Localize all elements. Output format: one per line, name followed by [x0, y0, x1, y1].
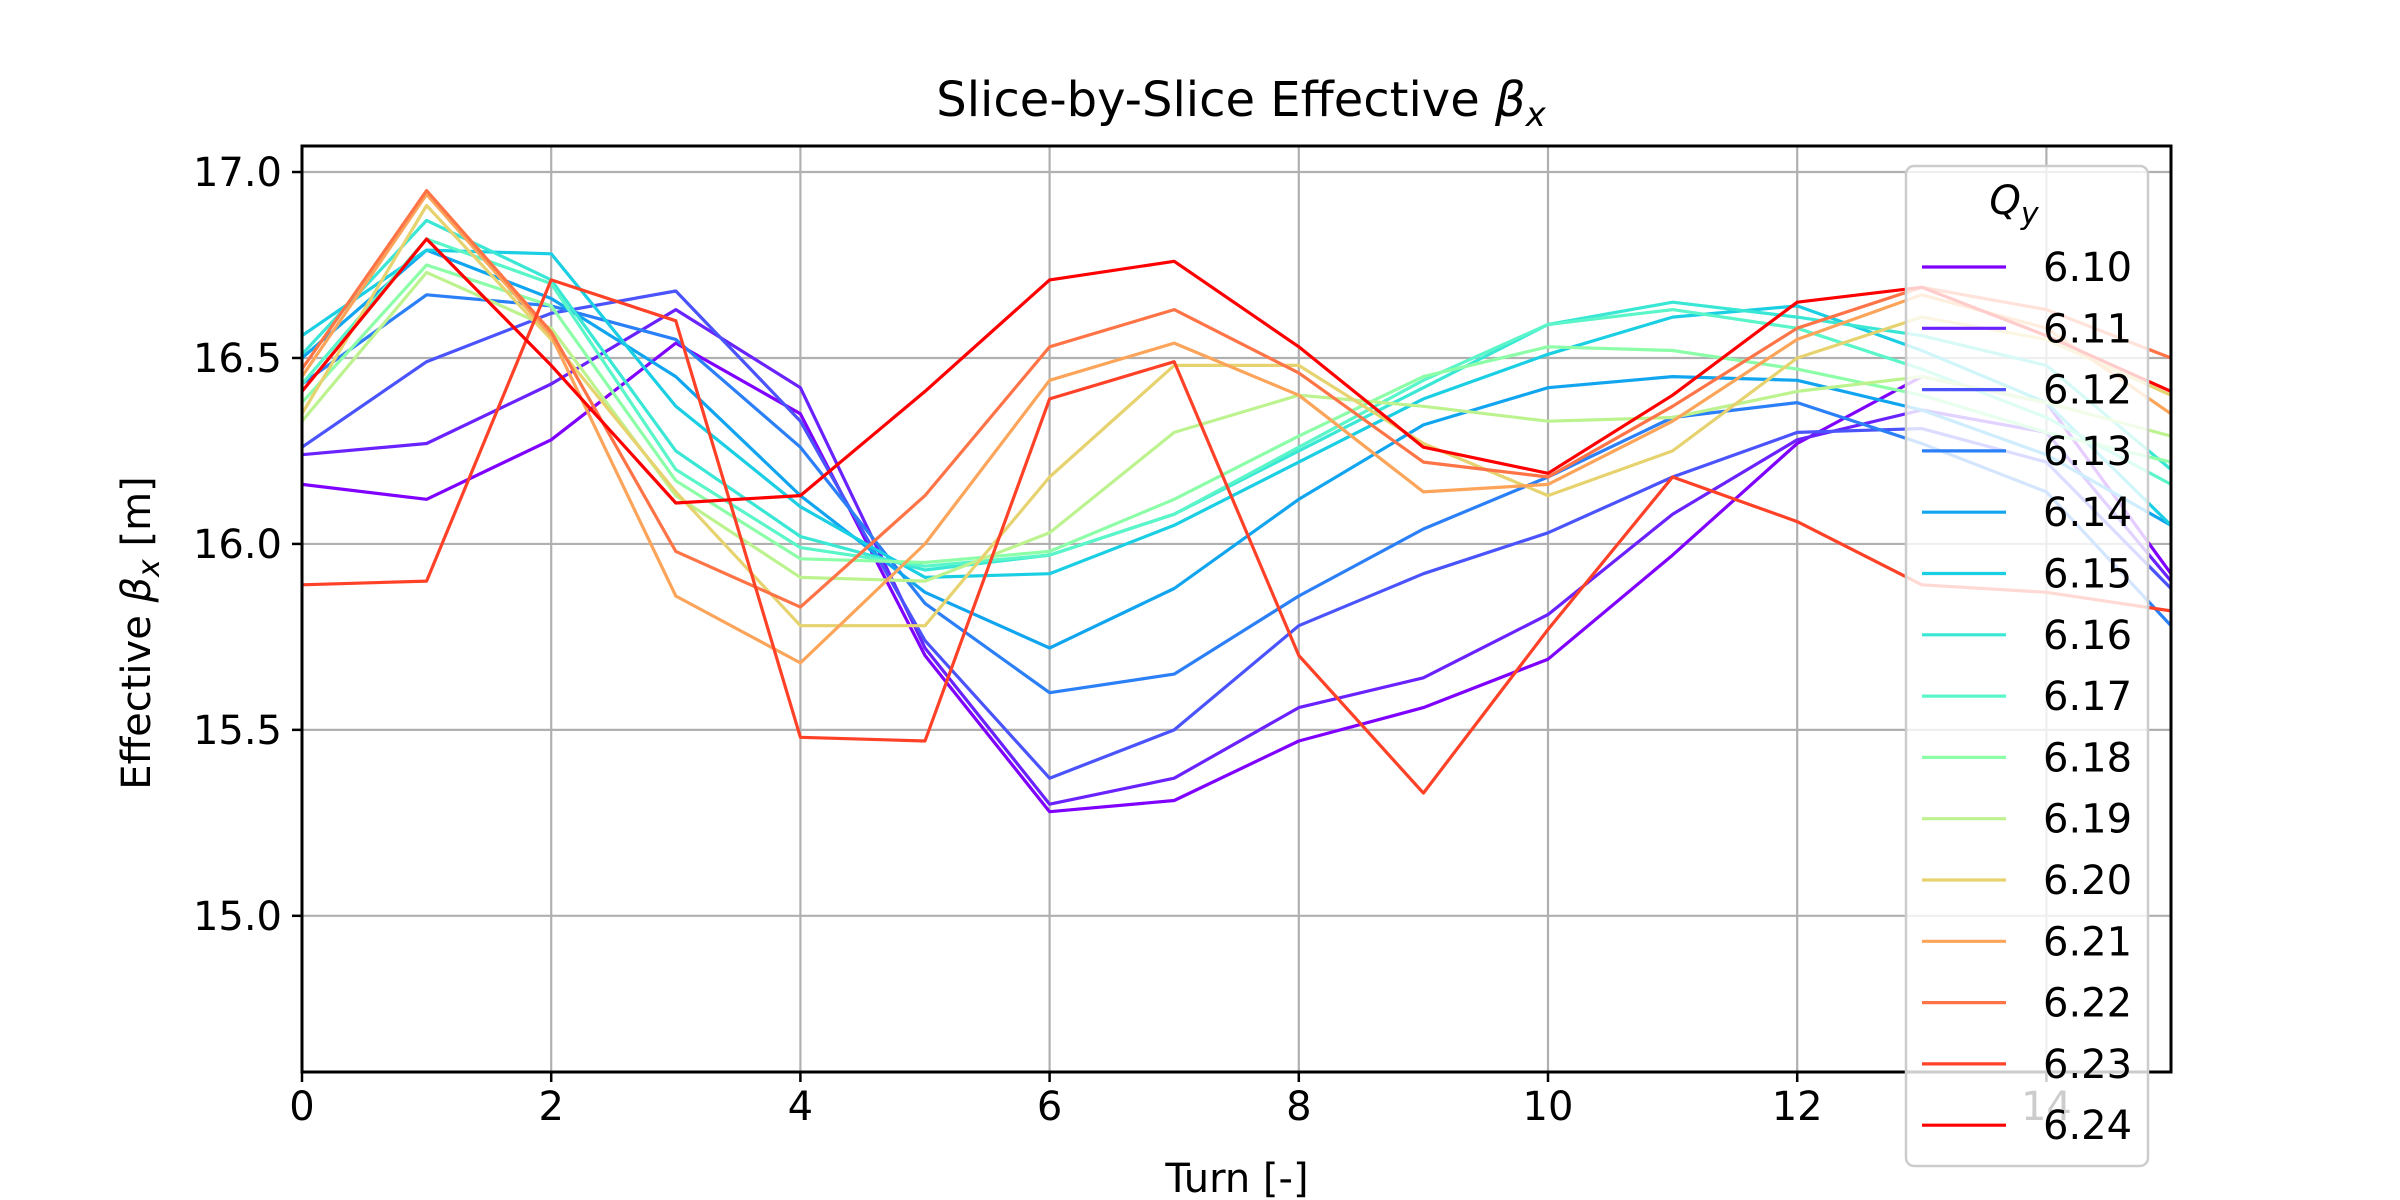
- legend-item: 6.13: [1922, 429, 2132, 475]
- x-axis-label: Turn [-]: [1164, 1156, 1308, 1200]
- series-line-6.12: [302, 289, 2171, 780]
- legend-item: 6.11: [1922, 306, 2132, 352]
- legend-item: 6.12: [1922, 368, 2132, 414]
- y-axis-label-suffix: [m]: [114, 476, 160, 559]
- y-axis-label-symbol: β: [114, 577, 160, 604]
- chart-title-subscript: x: [1525, 95, 1547, 135]
- legend-title: Qy: [1989, 178, 2039, 232]
- legend: Qy 6.106.116.126.136.146.156.166.176.186…: [1904, 164, 2150, 1168]
- legend-item: 6.10: [1922, 245, 2132, 291]
- legend-item: 6.23: [1922, 1042, 2132, 1088]
- legend-label: 6.23: [2043, 1042, 2132, 1088]
- chart-title: Slice-by-Slice Effective βx: [936, 72, 1546, 135]
- series-lines: [302, 189, 2171, 814]
- legend-item: 6.20: [1922, 858, 2132, 904]
- legend-item: 6.18: [1922, 735, 2132, 781]
- legend-item: 6.21: [1922, 919, 2132, 965]
- y-tick-label: 16.0: [193, 522, 282, 568]
- series-line-6.19: [302, 270, 2171, 583]
- y-tick-label: 15.0: [193, 894, 282, 940]
- series-line-6.20: [302, 203, 2171, 628]
- series-line-6.14: [302, 248, 2171, 650]
- series-line-6.18: [302, 263, 2171, 565]
- legend-label: 6.22: [2043, 981, 2132, 1027]
- legend-item: 6.17: [1922, 674, 2132, 720]
- legend-item: 6.19: [1922, 797, 2132, 843]
- legend-label: 6.13: [2043, 429, 2132, 475]
- x-tick-label: 6: [1037, 1084, 1062, 1130]
- y-tick-label: 16.5: [193, 336, 282, 382]
- plot-frame: [300, 144, 2173, 1074]
- x-tick-label: 0: [289, 1084, 314, 1130]
- legend-label: 6.10: [2043, 245, 2132, 291]
- legend-title-subscript: y: [2020, 197, 2040, 232]
- legend-item: 6.15: [1922, 552, 2132, 598]
- y-axis-label-subscript: x: [132, 559, 167, 578]
- legend-item: 6.14: [1922, 490, 2132, 536]
- series-line-6.17: [302, 237, 2171, 568]
- y-axis-label-prefix: Effective: [114, 602, 160, 789]
- x-tick-label: 2: [538, 1084, 563, 1130]
- series-line-6.21: [302, 192, 2171, 665]
- legend-label: 6.18: [2043, 735, 2132, 781]
- legend-item: 6.24: [1922, 1103, 2132, 1149]
- y-tick-label: 15.5: [193, 708, 282, 754]
- series-line-6.23: [302, 278, 2171, 795]
- legend-box: [1904, 164, 2150, 1168]
- legend-item: 6.22: [1922, 981, 2132, 1027]
- legend-label: 6.24: [2043, 1103, 2132, 1149]
- series-line-6.13: [302, 293, 2171, 695]
- chart-title-prefix: Slice-by-Slice Effective: [936, 72, 1495, 128]
- legend-label: 6.19: [2043, 797, 2132, 843]
- series-line-6.24: [302, 237, 2171, 505]
- legend-label: 6.16: [2043, 613, 2132, 659]
- legend-items: 6.10 6.11 6.12 6.13 6.14 6.15 6.16 6.17 6.18 6.19…: [1922, 245, 2132, 1149]
- series-line-6.11: [302, 308, 2171, 806]
- series-line-6.22: [302, 189, 2171, 609]
- legend-label: 6.15: [2043, 552, 2132, 598]
- series-line-6.15: [302, 248, 2171, 580]
- x-tick-label: 10: [1523, 1084, 1574, 1130]
- y-axis-label: Effective βx [m]: [114, 476, 167, 789]
- series-line-6.16: [302, 218, 2171, 572]
- chart-title-symbol: β: [1494, 72, 1526, 128]
- legend-label: 6.11: [2043, 306, 2132, 352]
- legend-label: 6.17: [2043, 674, 2132, 720]
- x-tick-label: 12: [1772, 1084, 1823, 1130]
- legend-label: 6.21: [2043, 919, 2132, 965]
- legend-item: 6.16: [1922, 613, 2132, 659]
- legend-title-symbol: Q: [1989, 178, 2020, 224]
- legend-label: 6.14: [2043, 490, 2132, 536]
- y-tick-label: 17.0: [193, 150, 282, 196]
- axis-ticks: 0246810121415.015.516.016.517.0: [193, 150, 2072, 1130]
- x-tick-label: 8: [1286, 1084, 1311, 1130]
- legend-label: 6.12: [2043, 368, 2132, 414]
- legend-label: 6.20: [2043, 858, 2132, 904]
- x-tick-label: 4: [788, 1084, 813, 1130]
